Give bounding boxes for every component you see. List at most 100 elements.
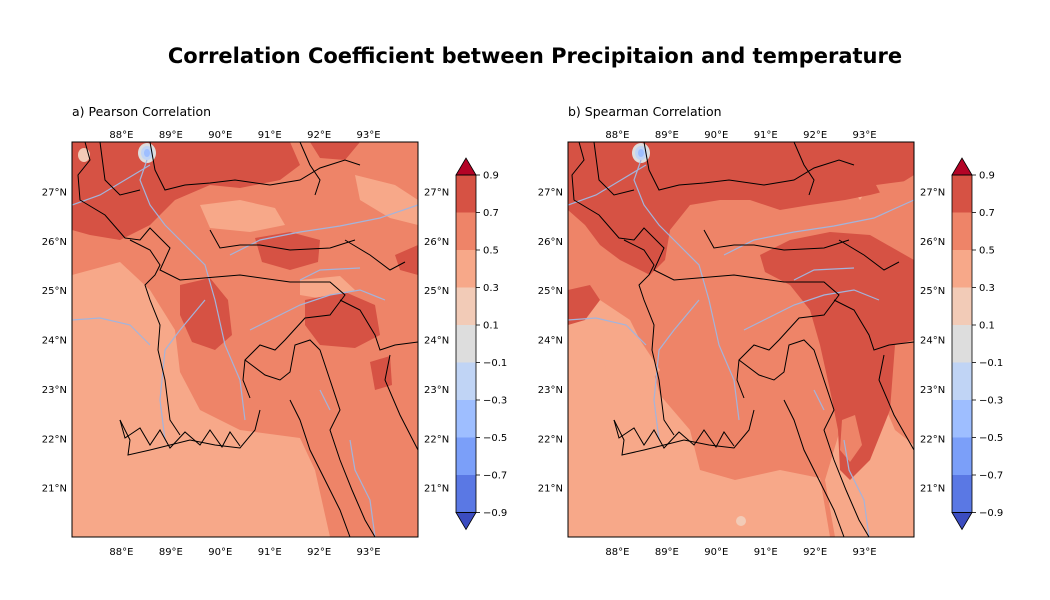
pearson-colorbar-tick-3: 0.3 <box>483 283 499 294</box>
pearson-lat-tick-right-1: 26°N <box>424 237 449 248</box>
pearson-lat-tick-left-2: 25°N <box>42 286 67 297</box>
spearman-colorbar-tick-1: 0.7 <box>979 208 995 219</box>
spearman-lon-tick-top-4: 92°E <box>803 130 827 141</box>
pearson-lon-tick-bottom-5: 93°E <box>357 547 381 558</box>
pearson-colorbar-tick-7: −0.5 <box>483 433 507 444</box>
spearman-colorbar-bin <box>952 175 972 213</box>
spearman-colorbar: 0.9 0.7 0.5 0.3 0.1 −0.1 −0.3 −0.5 −0.7 −0.9 <box>951 157 1003 531</box>
spearman-lat-tick-right-4: 23°N <box>920 385 945 396</box>
pearson-colorbar-bin <box>456 437 476 475</box>
pearson-lat-tick-left-5: 22°N <box>42 434 67 445</box>
spearman-lon-tick-top-3: 91°E <box>754 130 778 141</box>
spearman-lon-tick-bottom-4: 92°E <box>803 547 827 558</box>
spearman-lat-tick-left-3: 24°N <box>538 336 563 347</box>
spearman-lat-tick-left-4: 23°N <box>538 385 563 396</box>
spearman-colorbar-tick-9: −0.9 <box>979 508 1003 519</box>
pearson-lon-tick-bottom-0: 88°E <box>109 547 133 558</box>
spearman-field <box>568 142 914 537</box>
pearson-lon-tick-top-4: 92°E <box>307 130 331 141</box>
pearson-lat-tick-right-4: 23°N <box>424 385 449 396</box>
spearman-lat-tick-left-5: 22°N <box>538 434 563 445</box>
pearson-lon-tick-bottom-3: 91°E <box>258 547 282 558</box>
spearman-colorbar-bin <box>952 362 972 400</box>
pearson-axis-ticks: 88°E 88°E 89°E 89°E 90°E 90°E 91°E 91°E 92°E 92°E… <box>42 130 449 558</box>
spearman-colorbar-tick-0: 0.9 <box>979 171 995 182</box>
spearman-colorbar-tick-7: −0.5 <box>979 433 1003 444</box>
spearman-lat-tick-right-0: 27°N <box>920 187 945 198</box>
spearman-colorbar-bin <box>952 250 972 288</box>
spearman-lon-tick-bottom-1: 89°E <box>655 547 679 558</box>
spearman-lat-tick-left-2: 25°N <box>538 286 563 297</box>
spearman-colorbar-extend-min <box>951 512 973 531</box>
pearson-colorbar: 0.9 0.7 0.5 0.3 0.1 −0.1 −0.3 −0.5 −0.7 −0.9 <box>455 157 507 531</box>
spearman-colorbar-tick-2: 0.5 <box>979 246 995 257</box>
pearson-colorbar-tick-8: −0.7 <box>483 471 507 482</box>
pearson-lat-tick-right-6: 21°N <box>424 484 449 495</box>
pearson-colorbar-tick-1: 0.7 <box>483 208 499 219</box>
pearson-lon-tick-bottom-2: 90°E <box>208 547 232 558</box>
pearson-colorbar-tick-6: −0.3 <box>483 396 507 407</box>
spearman-lon-tick-top-0: 88°E <box>605 130 629 141</box>
pearson-lat-tick-left-3: 24°N <box>42 336 67 347</box>
pearson-lon-tick-bottom-1: 89°E <box>159 547 183 558</box>
pearson-lat-tick-left-1: 26°N <box>42 237 67 248</box>
spearman-colorbar-bin <box>952 325 972 363</box>
spearman-colorbar-bin <box>952 287 972 325</box>
pearson-colorbar-frame <box>455 174 477 513</box>
spearman-lat-tick-right-1: 26°N <box>920 237 945 248</box>
pearson-colorbar-bin <box>456 400 476 438</box>
pearson-lon-tick-top-1: 89°E <box>159 130 183 141</box>
spearman-lat-tick-left-1: 26°N <box>538 237 563 248</box>
pearson-lon-tick-bottom-4: 92°E <box>307 547 331 558</box>
spearman-lon-tick-top-1: 89°E <box>655 130 679 141</box>
pearson-colorbar-bin <box>456 175 476 213</box>
spearman-colorbar-bin <box>952 475 972 513</box>
spearman-lon-tick-bottom-3: 91°E <box>754 547 778 558</box>
pearson-colorbar-bin <box>456 475 476 513</box>
pearson-colorbar-bin <box>456 287 476 325</box>
spearman-lat-tick-right-5: 22°N <box>920 434 945 445</box>
spearman-colorbar-tick-5: −0.1 <box>979 358 1003 369</box>
spearman-lat-tick-left-6: 21°N <box>538 484 563 495</box>
pearson-colorbar-tick-9: −0.9 <box>483 508 507 519</box>
spearman-lon-tick-bottom-0: 88°E <box>605 547 629 558</box>
pearson-colorbar-extend-min <box>455 512 477 531</box>
spearman-lat-tick-right-2: 25°N <box>920 286 945 297</box>
pearson-lat-tick-right-3: 24°N <box>424 336 449 347</box>
pearson-colorbar-bin <box>456 250 476 288</box>
figure-title: Correlation Coefficient between Precipit… <box>167 44 903 68</box>
pearson-lat-tick-left-4: 23°N <box>42 385 67 396</box>
spearman-colorbar-frame <box>951 174 973 513</box>
spearman-colorbar-bin <box>952 212 972 250</box>
pearson-field <box>72 142 418 537</box>
spearman-colorbar-bin <box>952 437 972 475</box>
pearson-lat-tick-left-0: 27°N <box>42 187 67 198</box>
pearson-lon-tick-top-2: 90°E <box>208 130 232 141</box>
pearson-lat-tick-right-0: 27°N <box>424 187 449 198</box>
pearson-colorbar-tick-2: 0.5 <box>483 246 499 257</box>
spearman-colorbar-tick-3: 0.3 <box>979 283 995 294</box>
pearson-colorbar-bin <box>456 362 476 400</box>
pearson-map: 88°E 88°E 89°E 89°E 90°E 90°E 91°E 91°E 92°E 92°E… <box>42 130 508 558</box>
spearman-lat-tick-right-6: 21°N <box>920 484 945 495</box>
spearman-colorbar-tick-4: 0.1 <box>979 321 995 332</box>
pearson-lon-tick-top-3: 91°E <box>258 130 282 141</box>
pearson-lat-tick-right-5: 22°N <box>424 434 449 445</box>
spearman-lon-tick-top-5: 93°E <box>853 130 877 141</box>
pearson-colorbar-tick-4: 0.1 <box>483 321 499 332</box>
pearson-colorbar-tick-5: −0.1 <box>483 358 507 369</box>
spearman-lon-tick-bottom-5: 93°E <box>853 547 877 558</box>
pearson-lat-tick-left-6: 21°N <box>42 484 67 495</box>
spearman-lat-tick-left-0: 27°N <box>538 187 563 198</box>
pearson-lon-tick-top-5: 93°E <box>357 130 381 141</box>
pearson-lon-tick-top-0: 88°E <box>109 130 133 141</box>
pearson-colorbar-bin <box>456 212 476 250</box>
panel-b-title: b) Spearman Correlation <box>568 104 722 119</box>
spearman-lat-tick-right-3: 24°N <box>920 336 945 347</box>
spearman-axis-ticks: 88°E 88°E 89°E 89°E 90°E 90°E 91°E 91°E 92°E 92°E… <box>538 130 945 558</box>
spearman-colorbar-tick-8: −0.7 <box>979 471 1003 482</box>
spearman-colorbar-tick-6: −0.3 <box>979 396 1003 407</box>
spearman-lon-tick-bottom-2: 90°E <box>704 547 728 558</box>
pearson-colorbar-extend-max <box>455 157 477 176</box>
